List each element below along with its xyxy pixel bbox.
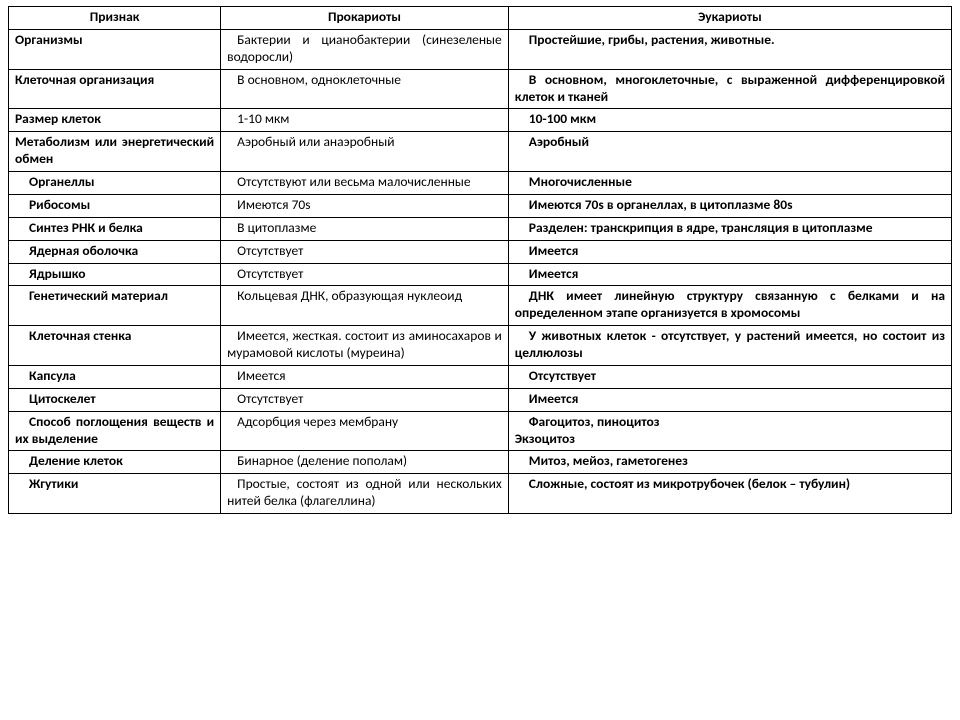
cell-prokaryote: В основном, одноклеточные	[221, 69, 509, 109]
table-row: Ядерная оболочка Отсутствует Имеется	[9, 240, 952, 263]
table-row: Деление клеток Бинарное (деление пополам…	[9, 451, 952, 474]
cell-feature: Синтез РНК и белка	[9, 217, 221, 240]
cell-prokaryote: Имеется	[221, 365, 509, 388]
cell-feature: Рибосомы	[9, 194, 221, 217]
cell-feature: Цитоскелет	[9, 388, 221, 411]
cell-feature: Способ поглощения веществ и их выделение	[9, 411, 221, 451]
table-row: Генетический материал Кольцевая ДНК, обр…	[9, 286, 952, 326]
table-row: Рибосомы Имеются 70s Имеются 70s в орган…	[9, 194, 952, 217]
header-prokaryote: Прокариоты	[221, 7, 509, 30]
cell-feature: Ядерная оболочка	[9, 240, 221, 263]
cell-prokaryote: В цитоплазме	[221, 217, 509, 240]
table-header-row: Признак Прокариоты Эукариоты	[9, 7, 952, 30]
cell-feature: Капсула	[9, 365, 221, 388]
table-row: Капсула Имеется Отсутствует	[9, 365, 952, 388]
cell-prokaryote: Адсорбция через мембрану	[221, 411, 509, 451]
cell-prokaryote: Бактерии и цианобактерии (синезеленые во…	[221, 29, 509, 69]
comparison-table: Признак Прокариоты Эукариоты Организмы Б…	[8, 6, 952, 514]
cell-eukaryote: Простейшие, грибы, растения, животные.	[508, 29, 951, 69]
cell-eukaryote: Имеются 70s в органеллах, в цитоплазме 8…	[508, 194, 951, 217]
cell-prokaryote: Кольцевая ДНК, образующая нуклеоид	[221, 286, 509, 326]
cell-eukaryote: Имеется	[508, 240, 951, 263]
cell-feature: Размер клеток	[9, 109, 221, 132]
cell-prokaryote: Отсутствует	[221, 263, 509, 286]
cell-prokaryote: Отсутствует	[221, 388, 509, 411]
table-row: Организмы Бактерии и цианобактерии (сине…	[9, 29, 952, 69]
table-row: Размер клеток 1-10 мкм 10-100 мкм	[9, 109, 952, 132]
cell-eukaryote: Имеется	[508, 388, 951, 411]
comparison-table-page: { "colors": { "border": "#000000", "text…	[0, 0, 960, 720]
cell-feature: Жгутики	[9, 474, 221, 514]
table-row: Цитоскелет Отсутствует Имеется	[9, 388, 952, 411]
cell-eukaryote: Сложные, состоят из микротрубочек (белок…	[508, 474, 951, 514]
cell-prokaryote: Аэробный или анаэробный	[221, 132, 509, 172]
header-feature: Признак	[9, 7, 221, 30]
cell-eukaryote: Отсутствует	[508, 365, 951, 388]
cell-prokaryote: 1-10 мкм	[221, 109, 509, 132]
cell-feature: Деление клеток	[9, 451, 221, 474]
table-row: Жгутики Простые, состоят из одной или не…	[9, 474, 952, 514]
table-row: Клеточная стенка Имеется, жесткая. состо…	[9, 326, 952, 366]
cell-eukaryote: Разделен: транскрипция в ядре, трансляци…	[508, 217, 951, 240]
table-row: Органеллы Отсутствуют или весьма малочис…	[9, 172, 952, 195]
table-row: Клеточная организация В основном, однокл…	[9, 69, 952, 109]
cell-eukaryote: Многочисленные	[508, 172, 951, 195]
cell-eukaryote: Митоз, мейоз, гаметогенез	[508, 451, 951, 474]
cell-feature: Метаболизм или энергетический обмен	[9, 132, 221, 172]
cell-eukaryote: У животных клеток - отсутствует, у расте…	[508, 326, 951, 366]
cell-eukaryote: ДНК имеет линейную структуру связанную с…	[508, 286, 951, 326]
cell-prokaryote: Простые, состоят из одной или нескольких…	[221, 474, 509, 514]
cell-eukaryote: 10-100 мкм	[508, 109, 951, 132]
table-row: Синтез РНК и белка В цитоплазме Разделен…	[9, 217, 952, 240]
cell-feature: Организмы	[9, 29, 221, 69]
cell-feature: Клеточная организация	[9, 69, 221, 109]
table-row: Метаболизм или энергетический обмен Аэро…	[9, 132, 952, 172]
cell-feature: Ядрышко	[9, 263, 221, 286]
table-row: Ядрышко Отсутствует Имеется	[9, 263, 952, 286]
header-eukaryote: Эукариоты	[508, 7, 951, 30]
cell-prokaryote: Имеются 70s	[221, 194, 509, 217]
cell-feature: Органеллы	[9, 172, 221, 195]
table-row: Способ поглощения веществ и их выделение…	[9, 411, 952, 451]
cell-eukaryote-line2: Экзоцитоз	[515, 430, 575, 447]
cell-prokaryote: Бинарное (деление пополам)	[221, 451, 509, 474]
cell-eukaryote: Фагоцитоз, пиноцитоз Экзоцитоз	[508, 411, 951, 451]
cell-feature: Генетический материал	[9, 286, 221, 326]
cell-prokaryote: Отсутствуют или весьма малочисленные	[221, 172, 509, 195]
cell-feature: Клеточная стенка	[9, 326, 221, 366]
cell-eukaryote: Аэробный	[508, 132, 951, 172]
cell-prokaryote: Отсутствует	[221, 240, 509, 263]
cell-eukaryote-line1: Фагоцитоз, пиноцитоз	[529, 413, 660, 430]
cell-eukaryote: В основном, многоклеточные, с выраженной…	[508, 69, 951, 109]
cell-eukaryote: Имеется	[508, 263, 951, 286]
cell-prokaryote: Имеется, жесткая. состоит из аминосахаро…	[221, 326, 509, 366]
